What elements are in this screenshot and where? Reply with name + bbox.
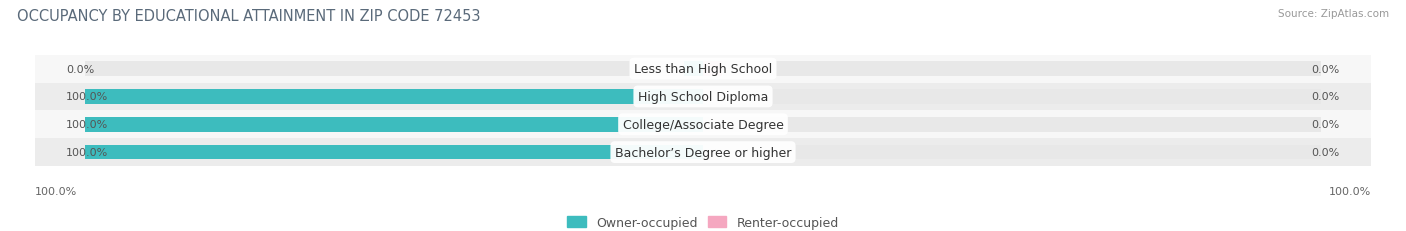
Text: 0.0%: 0.0% <box>66 64 94 74</box>
Bar <box>84 118 703 132</box>
Text: 100.0%: 100.0% <box>35 186 77 196</box>
Text: 0.0%: 0.0% <box>1312 92 1340 102</box>
Bar <box>84 118 703 132</box>
Text: OCCUPANCY BY EDUCATIONAL ATTAINMENT IN ZIP CODE 72453: OCCUPANCY BY EDUCATIONAL ATTAINMENT IN Z… <box>17 9 481 24</box>
Bar <box>35 83 1371 111</box>
Text: 0.0%: 0.0% <box>1312 120 1340 130</box>
Text: Less than High School: Less than High School <box>634 63 772 76</box>
Text: 0.0%: 0.0% <box>1312 64 1340 74</box>
Bar <box>35 55 1371 83</box>
Text: High School Diploma: High School Diploma <box>638 91 768 103</box>
Bar <box>84 90 703 104</box>
Text: 100.0%: 100.0% <box>66 120 108 130</box>
Text: 100.0%: 100.0% <box>66 147 108 158</box>
Bar <box>703 118 1322 132</box>
Legend: Owner-occupied, Renter-occupied: Owner-occupied, Renter-occupied <box>568 216 838 229</box>
Bar <box>84 145 703 160</box>
Bar <box>84 62 703 76</box>
Text: College/Associate Degree: College/Associate Degree <box>623 118 783 131</box>
Text: 100.0%: 100.0% <box>66 92 108 102</box>
Bar <box>703 90 1322 104</box>
Bar <box>703 145 1322 160</box>
Bar <box>84 145 703 160</box>
Bar <box>703 62 721 76</box>
Text: 0.0%: 0.0% <box>1312 147 1340 158</box>
Bar <box>35 139 1371 166</box>
Bar <box>685 62 703 76</box>
Bar <box>703 62 1322 76</box>
Text: Bachelor’s Degree or higher: Bachelor’s Degree or higher <box>614 146 792 159</box>
Bar <box>35 111 1371 139</box>
Text: Source: ZipAtlas.com: Source: ZipAtlas.com <box>1278 9 1389 19</box>
Text: 100.0%: 100.0% <box>1329 186 1371 196</box>
Bar <box>84 90 703 104</box>
